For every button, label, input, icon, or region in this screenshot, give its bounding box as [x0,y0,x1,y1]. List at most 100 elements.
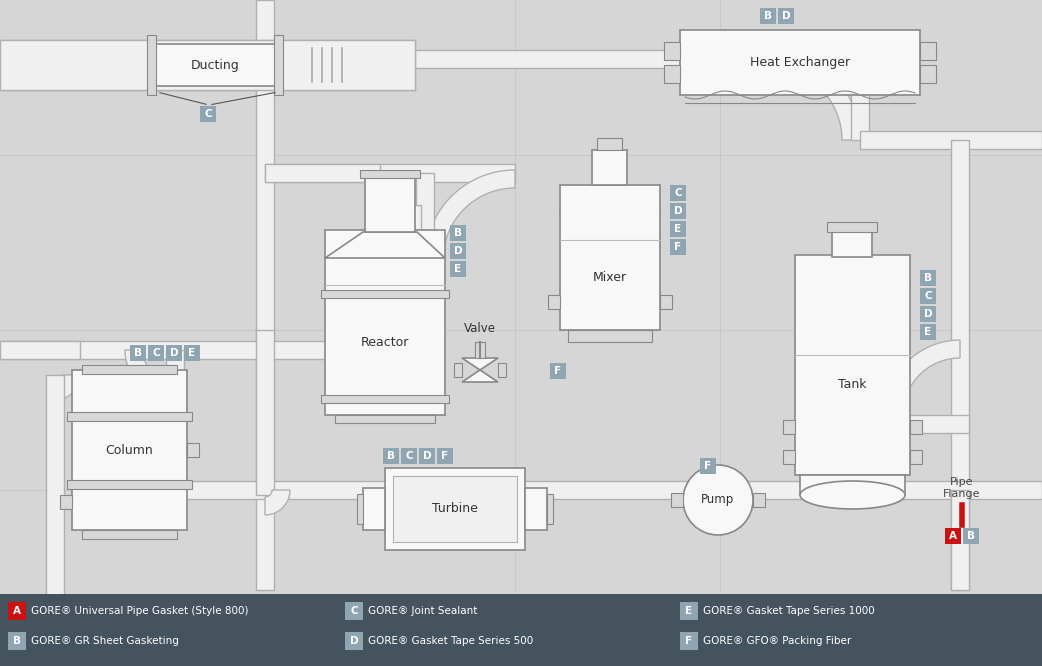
Bar [265,164,515,182]
Text: E: E [674,224,681,234]
Bar [920,42,936,60]
Bar [325,230,445,415]
Bar [8,602,26,620]
Text: F: F [442,451,448,461]
Bar [363,488,384,530]
Text: C: C [924,291,932,301]
Bar [357,494,363,524]
Bar [851,50,869,140]
Bar [753,493,765,507]
Bar [393,476,517,542]
Bar [945,528,961,544]
Text: Tank: Tank [838,378,867,392]
Bar [450,225,466,241]
Bar [660,295,672,309]
Bar [800,475,905,495]
Text: GORE® Universal Pipe Gasket (Style 800): GORE® Universal Pipe Gasket (Style 800) [31,606,248,616]
Bar [265,50,770,68]
Bar [910,450,922,464]
Bar [82,530,177,539]
Bar [125,481,1042,499]
Text: F: F [674,242,681,252]
Bar [419,448,435,464]
Text: E: E [686,606,693,616]
Text: GORE® GR Sheet Gasketing: GORE® GR Sheet Gasketing [31,636,179,646]
Bar [155,44,275,86]
Text: D: D [923,309,933,319]
Bar [664,65,680,83]
Bar [334,415,435,423]
Polygon shape [265,490,290,515]
Bar [783,450,795,464]
Text: E: E [924,327,932,337]
Text: C: C [674,188,681,198]
Ellipse shape [800,481,905,509]
Bar [910,420,922,434]
Bar [166,345,182,361]
Text: A: A [13,606,21,616]
Bar [475,342,485,358]
Text: B: B [764,11,772,21]
Text: GORE® Gasket Tape Series 1000: GORE® Gasket Tape Series 1000 [703,606,874,616]
Bar [67,480,192,489]
Text: B: B [967,531,975,541]
Bar [0,341,80,359]
Bar [0,341,425,359]
Text: GORE® GFO® Packing Fiber: GORE® GFO® Packing Fiber [703,636,851,646]
Text: Turbine: Turbine [432,503,478,515]
Bar [920,270,936,286]
Text: B: B [924,273,932,283]
Bar [920,65,936,83]
Polygon shape [325,232,445,258]
Bar [670,203,686,219]
Text: Heat Exchanger: Heat Exchanger [750,56,850,69]
Bar [130,345,146,361]
Bar [760,8,776,24]
Bar [670,239,686,255]
Text: C: C [152,348,159,358]
Text: GORE® Gasket Tape Series 500: GORE® Gasket Tape Series 500 [368,636,534,646]
Circle shape [683,465,753,535]
Bar [82,365,177,374]
Bar [416,173,435,260]
Bar [0,594,1042,666]
Polygon shape [795,257,910,285]
Bar [951,140,969,590]
Bar [860,131,1042,149]
Bar [274,35,283,95]
Text: D: D [782,11,790,21]
Bar [560,185,660,330]
Bar [166,350,184,490]
Bar [148,345,164,361]
Text: Ducting: Ducting [191,59,240,71]
Text: D: D [350,636,358,646]
Bar [256,330,274,495]
Bar [265,164,380,182]
Text: D: D [674,206,683,216]
Bar [597,138,622,150]
Bar [184,345,200,361]
Bar [671,493,683,507]
Text: E: E [189,348,196,358]
Bar [547,494,553,524]
Text: F: F [704,461,712,471]
Bar [795,255,910,475]
Bar [345,632,363,650]
Bar [568,330,652,342]
Bar [894,415,969,433]
Bar [321,395,449,403]
Bar [321,290,449,298]
Bar [187,443,199,457]
Bar [401,448,417,464]
Bar [383,448,399,464]
Bar [548,295,560,309]
Polygon shape [770,50,860,140]
Polygon shape [885,340,960,415]
Text: F: F [686,636,693,646]
Bar [920,324,936,340]
Polygon shape [462,358,498,370]
Text: D: D [423,451,431,461]
Bar [827,222,877,232]
Polygon shape [55,375,80,400]
Bar [664,42,680,60]
